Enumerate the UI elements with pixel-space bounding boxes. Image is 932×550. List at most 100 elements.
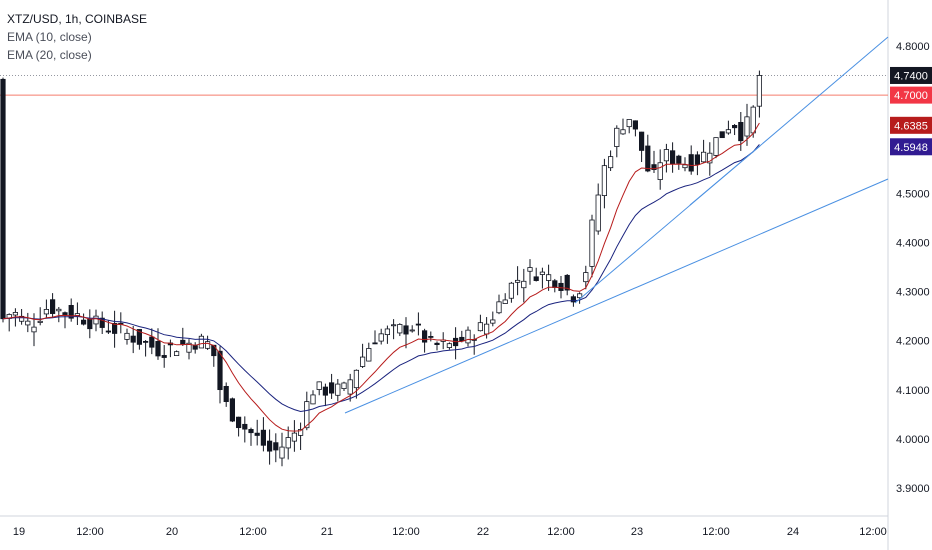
candle-body: [87, 318, 93, 330]
candle-body: [304, 401, 310, 429]
candle-body: [409, 329, 415, 332]
candle-body: [390, 324, 397, 327]
candle-body: [279, 446, 285, 459]
time-tick-label: 23: [631, 526, 643, 538]
time-tick-label: 22: [477, 526, 489, 538]
candle-body: [112, 323, 118, 334]
candle-body: [353, 369, 360, 389]
candle-body: [50, 299, 56, 314]
candle-body: [570, 296, 577, 303]
candle-body: [297, 429, 304, 436]
candle-body: [384, 328, 391, 336]
candle-body: [273, 442, 279, 451]
price-label-box: [890, 116, 932, 134]
candle-body: [328, 382, 335, 394]
candle-body: [56, 308, 62, 312]
candle-body: [577, 293, 583, 299]
candle-body: [68, 305, 74, 319]
candle-body: [93, 315, 99, 325]
candle-body: [149, 336, 155, 348]
candle-body: [198, 335, 204, 349]
price-tick-label: 4.0000: [896, 434, 930, 446]
candle-body: [81, 319, 87, 325]
candle-body: [502, 299, 508, 304]
candle-body: [552, 280, 558, 288]
candle-body: [546, 274, 552, 281]
candle-body: [0, 78, 6, 320]
candle-body: [756, 75, 763, 107]
candle-body: [37, 320, 43, 323]
time-tick-label: 12:00: [859, 526, 887, 538]
symbol-title[interactable]: XTZ/USD, 1h, COINBASE: [7, 12, 148, 26]
candle-body: [397, 324, 403, 334]
candle-body: [539, 271, 546, 275]
candle-body: [515, 279, 521, 283]
candle-body: [583, 272, 589, 283]
price-label-text: 4.7000: [894, 90, 928, 102]
price-tick-label: 3.9000: [896, 483, 930, 495]
candle-body: [490, 319, 496, 324]
candle-body: [62, 312, 68, 315]
time-tick-label: 12:00: [239, 526, 267, 538]
candle-body: [670, 150, 676, 165]
candle-body: [124, 332, 130, 340]
candle-body: [558, 282, 564, 291]
ema10-label[interactable]: EMA (10, close): [7, 30, 92, 44]
candle-body: [428, 336, 434, 338]
price-tick-label: 4.5000: [896, 188, 930, 200]
candle-body: [725, 129, 732, 134]
candle-body: [663, 149, 670, 162]
candle-body: [155, 341, 161, 357]
candle-body: [477, 322, 484, 332]
price-label-text: 4.7400: [894, 70, 928, 82]
candle-body: [533, 276, 539, 281]
candle-body: [496, 301, 502, 314]
chart-legend: XTZ/USD, 1h, COINBASE EMA (10, close) EM…: [7, 10, 147, 64]
ema20-label[interactable]: EMA (20, close): [7, 48, 92, 62]
candle-body: [595, 194, 601, 232]
candle-body: [366, 348, 372, 362]
candle-body: [310, 394, 316, 405]
candle-body: [372, 342, 378, 345]
candle-body: [378, 333, 384, 342]
candle-body: [446, 343, 453, 348]
candle-body: [421, 330, 428, 343]
price-tick-label: 4.8000: [896, 41, 930, 53]
candle-body: [682, 164, 688, 169]
candle-body: [750, 106, 756, 134]
candle-body: [105, 330, 111, 333]
time-tick-label: 12:00: [76, 526, 104, 538]
time-tick-label: 12:00: [392, 526, 420, 538]
candle-body: [186, 342, 192, 353]
time-tick-label: 21: [321, 526, 333, 538]
candle-body: [254, 432, 260, 436]
candle-body: [521, 280, 527, 289]
candle-body: [645, 145, 651, 172]
candle-body: [601, 165, 608, 196]
candle-body: [676, 155, 682, 164]
candle-body: [738, 121, 744, 142]
price-label-text: 4.5948: [894, 142, 928, 154]
candle-body: [347, 379, 353, 395]
candle-body: [651, 164, 657, 171]
candle-body: [434, 342, 440, 346]
candle-body: [173, 351, 180, 356]
candle-body: [260, 429, 267, 446]
candle-body: [285, 437, 291, 449]
candle-body: [12, 312, 18, 316]
candle-body: [527, 267, 533, 272]
candle-body: [657, 162, 663, 180]
candle-body: [732, 125, 738, 129]
candle-body: [614, 127, 620, 147]
candle-body: [694, 154, 701, 165]
time-tick-label: 12:00: [702, 526, 730, 538]
candle-body: [31, 326, 37, 333]
candle-body: [136, 329, 142, 345]
time-tick-label: 24: [787, 526, 799, 538]
ema10-line: [2, 122, 760, 432]
price-label-box: [890, 86, 932, 104]
price-label-text: 4.6385: [894, 120, 928, 132]
candle-body: [180, 339, 186, 345]
candle-body: [626, 119, 632, 128]
